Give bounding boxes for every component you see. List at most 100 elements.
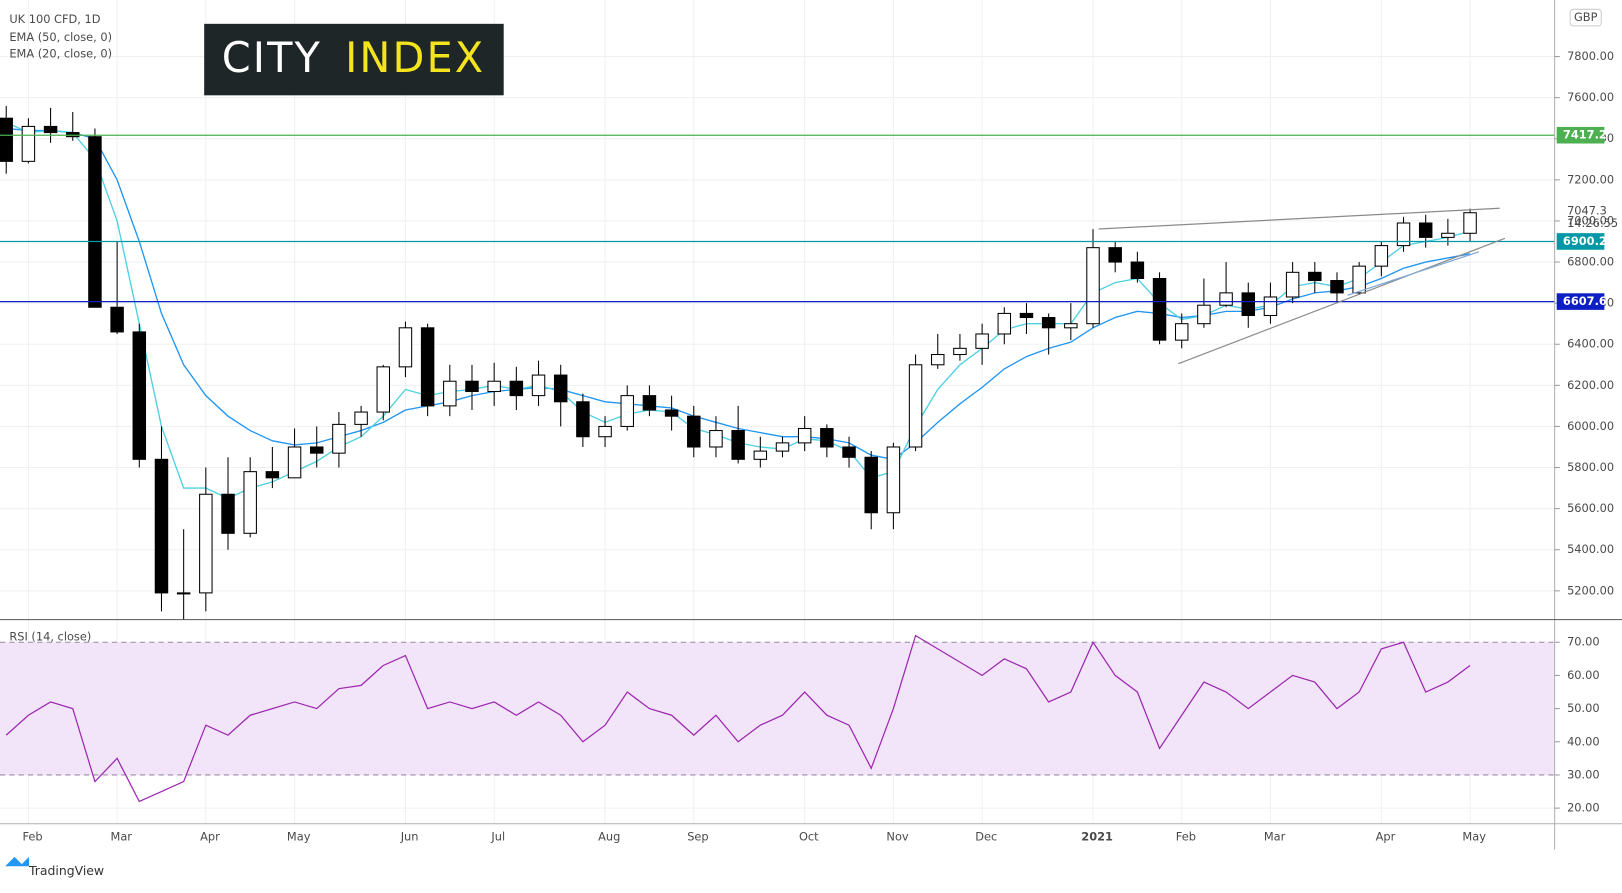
candle-body [908, 364, 923, 448]
candle-body [1197, 304, 1211, 325]
candle-body [88, 136, 102, 308]
footer: TradingView [28, 863, 104, 878]
price-pane [0, 105, 1555, 620]
axes: Feb Mar Apr May Jun Jul Aug Sep Oct Nov Dec 2021 Feb… [22, 49, 1618, 844]
x-tick-label: Mar [111, 830, 133, 844]
x-tick-label: May [287, 830, 311, 844]
y-tick-label: 40.00 [1567, 734, 1600, 748]
y-tick-label: 7600.00 [1567, 90, 1614, 104]
candle-body [953, 347, 967, 356]
level-label: 6607.6 [1563, 294, 1607, 308]
candle-body [1064, 323, 1078, 329]
candle-body [687, 415, 701, 448]
candle-body [753, 450, 768, 460]
candle-body [820, 427, 834, 448]
candle-body [221, 493, 235, 534]
y-tick-label: 7200.00 [1567, 172, 1614, 186]
candle-body [1108, 247, 1122, 263]
candle-body [1241, 292, 1256, 316]
rsi-title: RSI (14, close) [9, 630, 91, 644]
candle-body [797, 427, 812, 444]
candle-body [1418, 222, 1433, 238]
candle-body [931, 354, 945, 366]
currency: GBP [1574, 10, 1598, 24]
candle-body [1041, 317, 1056, 329]
legend-entry: EMA (50, close, 0) [9, 30, 112, 44]
candle-body [731, 430, 745, 460]
chart-title: UK 100 CFD, 1D [9, 12, 100, 26]
trendline [1178, 237, 1506, 365]
x-tick-label: Feb [1176, 830, 1196, 844]
candle-body [775, 442, 790, 452]
y-tick-label: 5400.00 [1567, 542, 1614, 556]
trendline [1098, 207, 1500, 230]
candle-body [487, 380, 501, 393]
x-tick-label: Mar [1264, 830, 1286, 844]
candle-body [1441, 232, 1455, 238]
y-tick-label: 6400.00 [1567, 337, 1614, 351]
x-tick-label: Jul [490, 830, 505, 844]
candle-body [199, 493, 213, 594]
candle-body [43, 125, 58, 134]
x-tick-label: Apr [200, 830, 220, 844]
candle-body [332, 423, 346, 454]
candle-body [0, 117, 13, 162]
candle-body [110, 306, 124, 333]
level-tag [1556, 293, 1605, 310]
y-tick-label: 7000.00 [1567, 213, 1614, 227]
candle-body [886, 446, 901, 514]
candle-body [443, 380, 457, 407]
candle-body [598, 425, 612, 438]
y-tick-label: 6800.00 [1567, 255, 1614, 269]
level-label: 7417.2 [1563, 128, 1607, 142]
candle-body [465, 380, 479, 393]
candle-body [509, 380, 524, 397]
candle-body [1086, 247, 1100, 325]
candle-body [132, 331, 147, 460]
y-tick-label: 6200.00 [1567, 378, 1614, 392]
candle-body [354, 411, 368, 425]
candle-body [176, 592, 191, 595]
candle-body [1463, 212, 1477, 234]
y-tick-label: 5800.00 [1567, 460, 1614, 474]
candle-body [1285, 271, 1300, 298]
logo-text: CITY [222, 34, 322, 82]
y-tick-label: 60.00 [1567, 668, 1600, 682]
y-tick-label: 5600.00 [1567, 501, 1614, 515]
logo-text: INDEX [345, 34, 485, 82]
candle-body [265, 471, 280, 479]
candle-body [1219, 292, 1233, 306]
candle-body [1374, 245, 1389, 267]
candle-body [398, 327, 413, 368]
rsi-line [5, 634, 1471, 803]
candle-body [1330, 280, 1344, 294]
candle-body [1019, 312, 1034, 319]
last-price: 7047.3 [1567, 204, 1607, 218]
y-tick-label: 50.00 [1567, 701, 1600, 715]
candle-body [1352, 265, 1366, 294]
legend-entry: EMA (20, close, 0) [9, 46, 112, 60]
x-tick-label: Oct [799, 830, 819, 844]
candle-body [576, 401, 590, 438]
candle-body [642, 395, 657, 411]
candle-body [709, 430, 723, 448]
y-tick-label: 6000.00 [1567, 419, 1614, 433]
candle-body [842, 446, 856, 458]
candle-body [309, 446, 324, 454]
candle-body [21, 125, 36, 162]
candle-body [287, 446, 302, 479]
x-tick-label: Sep [687, 830, 708, 844]
rsi-band-layer [0, 641, 1555, 776]
x-tick-label: 2021 [1081, 830, 1113, 844]
candle-body [975, 333, 989, 349]
candle-body [620, 395, 634, 427]
candle-body [154, 458, 169, 594]
currency-box [1569, 8, 1602, 27]
x-tick-label: May [1462, 830, 1486, 844]
candle-body [1308, 271, 1322, 282]
x-tick-label: Apr [1376, 830, 1396, 844]
candle-body [553, 374, 568, 403]
x-tick-label: Jun [400, 830, 419, 844]
